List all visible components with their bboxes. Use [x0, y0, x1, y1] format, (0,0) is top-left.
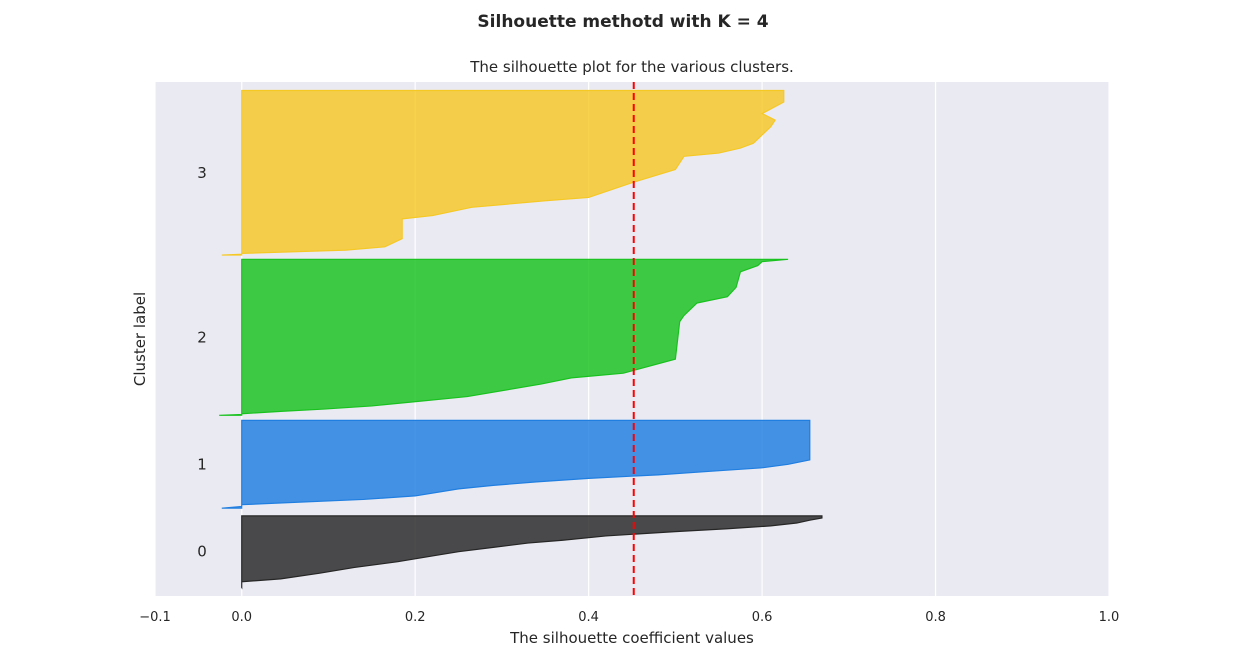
silhouette-area-cluster-0 [241, 515, 823, 590]
x-tick-label-0: −0.1 [139, 610, 171, 625]
x-tick-label-4: 0.6 [752, 610, 773, 625]
cluster-label-2: 2 [197, 328, 207, 346]
x-tick-label-1: 0.0 [231, 610, 252, 625]
x-tick-labels: −0.1 0.0 0.2 0.4 0.6 0.8 1.0 [139, 610, 1119, 625]
silhouette-area-cluster-3 [221, 89, 785, 256]
cluster-label-1: 1 [197, 455, 207, 473]
x-tick-label-5: 0.8 [925, 610, 946, 625]
silhouette-area-cluster-1 [221, 419, 811, 509]
chart-title: The silhouette plot for the various clus… [469, 58, 794, 76]
cluster-labels: 0 1 2 3 [197, 164, 207, 561]
x-axis-label: The silhouette coefficient values [509, 629, 754, 647]
x-tick-label-6: 1.0 [1099, 610, 1120, 625]
cluster-label-0: 0 [197, 543, 207, 561]
y-axis-label: Cluster label [131, 292, 149, 386]
figure-suptitle: Silhouette methotd with K = 4 [477, 12, 768, 32]
x-tick-label-3: 0.4 [578, 610, 599, 625]
cluster-label-3: 3 [197, 164, 207, 182]
silhouette-areas [219, 89, 823, 590]
silhouette-area-cluster-2 [219, 258, 789, 416]
x-tick-label-2: 0.2 [405, 610, 426, 625]
